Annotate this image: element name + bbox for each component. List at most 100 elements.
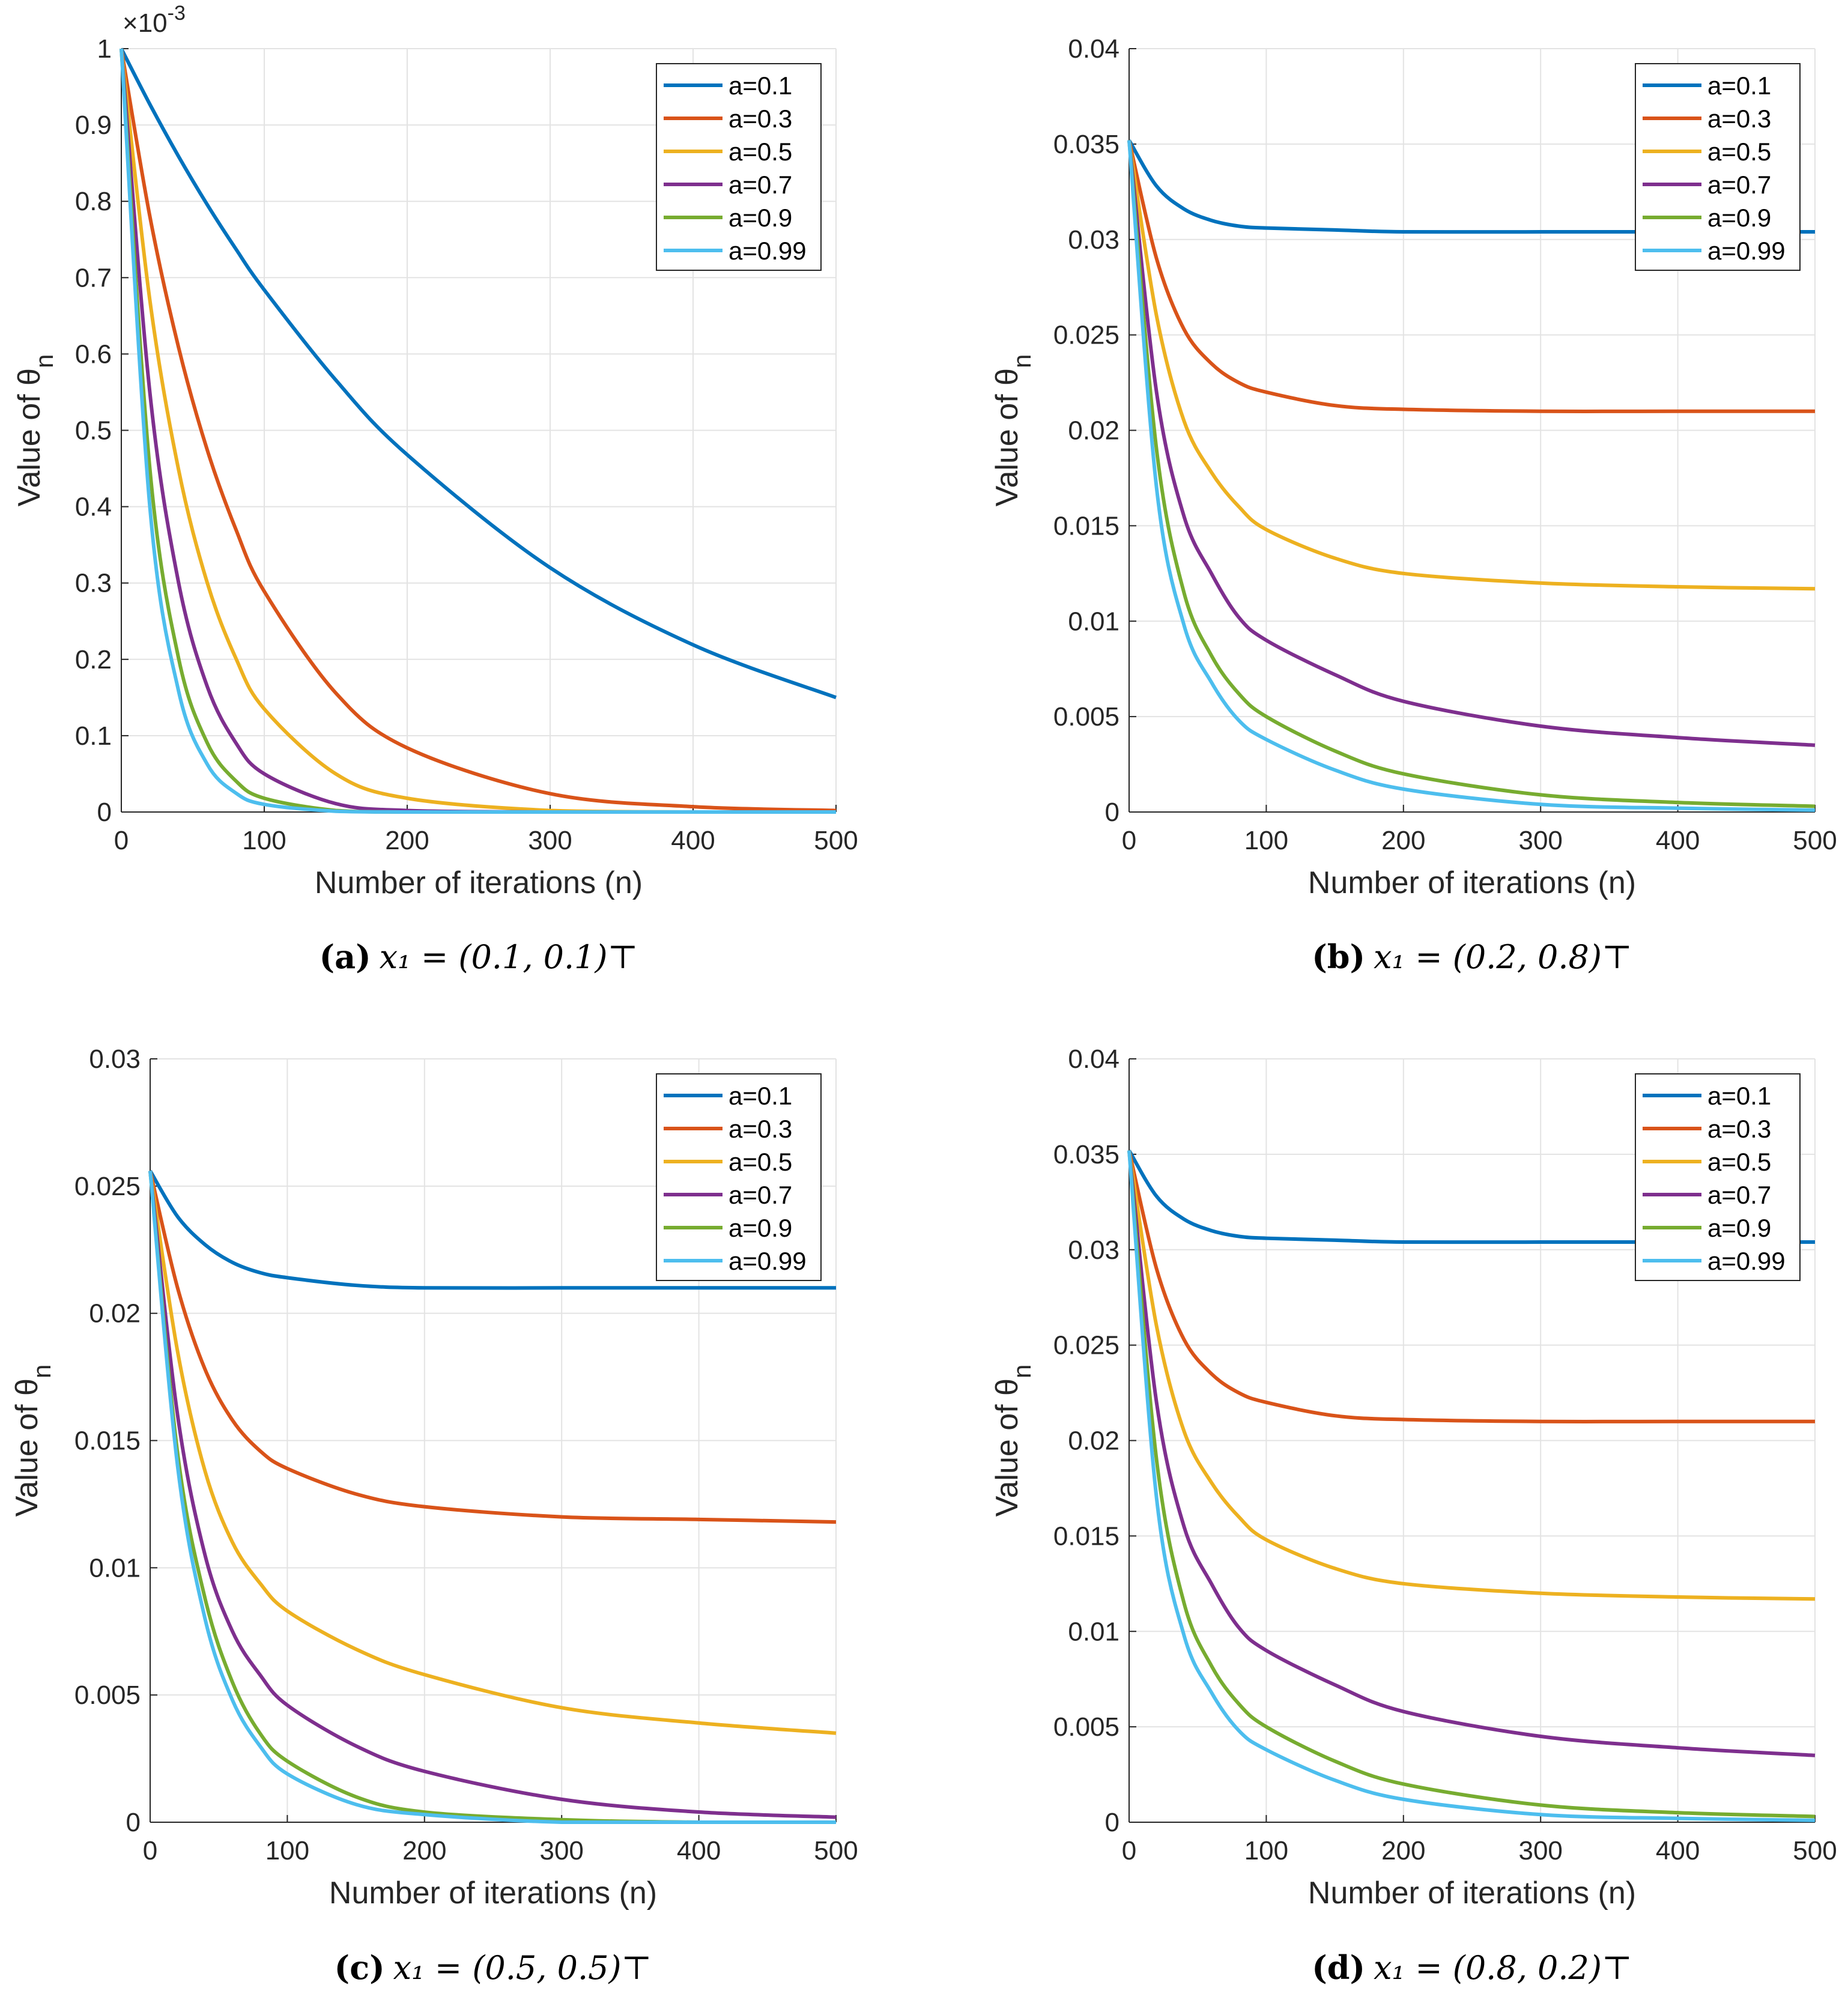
x-axis-label: Number of iterations (n) — [315, 865, 643, 900]
x-tick-label: 500 — [1793, 1836, 1837, 1865]
legend: a=0.1 a=0.3 a=0.5 a=0.7 a=0.9 a=0.99 — [1635, 1073, 1801, 1281]
legend-label: a=0.1 — [1707, 71, 1771, 100]
x-axis-label: Number of iterations (n) — [1308, 865, 1636, 900]
caption-label: (a) — [320, 938, 371, 976]
y-multiplier-label: ×10-3 — [123, 2, 186, 38]
legend-label: a=0.7 — [729, 1181, 792, 1209]
caption-text: x₁ = (0.5, 0.5)⊤ — [393, 1949, 652, 1987]
series-line-a-0-3 — [120, 48, 837, 813]
y-axis-label: Value of θn — [10, 1365, 56, 1517]
series-line-a-0-9 — [1127, 1150, 1816, 1819]
legend-label: a=0.1 — [729, 1082, 792, 1110]
y-tick-label: 1 — [97, 34, 112, 64]
y-tick-label: 0.025 — [74, 1172, 141, 1201]
y-tick-label: 0.025 — [1053, 1331, 1119, 1360]
legend-label: a=0.9 — [1707, 1214, 1771, 1242]
caption: (d) x₁ = (0.8, 0.2)⊤ — [1312, 1948, 1632, 1987]
y-multiplier-exponent: -3 — [168, 2, 186, 25]
legend-label: a=0.7 — [1707, 171, 1771, 199]
x-tick-label: 400 — [677, 1836, 721, 1865]
legend-label: a=0.7 — [729, 171, 792, 199]
y-tick-label: 0.6 — [75, 339, 112, 369]
series-line-a-0-7 — [1127, 1150, 1816, 1757]
x-tick-label: 0 — [114, 826, 129, 855]
y-tick-label: 0.015 — [1053, 1521, 1119, 1551]
y-tick-label: 0.025 — [1053, 321, 1119, 350]
legend-label: a=0.5 — [1707, 138, 1771, 166]
x-tick-label: 0 — [143, 1836, 157, 1865]
caption-label: (c) — [335, 1948, 385, 1987]
y-tick-label: 0.01 — [89, 1553, 141, 1583]
y-tick-label: 0.2 — [75, 645, 112, 674]
y-tick-label: 0 — [1105, 798, 1119, 827]
y-tick-label: 0.03 — [1068, 225, 1119, 255]
y-axis-label: Value of θn — [12, 354, 58, 507]
series-line-a-0-1 — [120, 47, 837, 700]
series-line-a-0-5 — [1127, 140, 1816, 591]
y-tick-label: 0 — [1105, 1808, 1119, 1837]
x-tick-label: 100 — [242, 826, 286, 855]
y-axis-label-subscript: n — [1008, 1365, 1036, 1378]
x-tick-label: 100 — [265, 1836, 309, 1865]
series-line-a-0-99 — [148, 1171, 836, 1824]
chart-panel-c: 0 100 200 300 400 500 0 0.005 0.01 0.015 0.02 0.025… — [10, 1044, 858, 1987]
y-tick-label: 0 — [126, 1808, 141, 1837]
series-line-a-0-9 — [1127, 140, 1816, 808]
x-tick-label: 200 — [1381, 826, 1425, 855]
legend-label: a=0.3 — [1707, 105, 1771, 133]
y-tick-label: 0.9 — [75, 111, 112, 140]
y-tick-label: 0.01 — [1068, 1617, 1119, 1646]
series-line-a-0-1 — [148, 1169, 836, 1290]
legend-label: a=0.3 — [729, 1115, 792, 1143]
x-tick-label: 300 — [528, 826, 572, 855]
legend-box — [1635, 63, 1801, 271]
y-tick-label: 0.005 — [74, 1680, 141, 1710]
legend-label: a=0.5 — [729, 138, 792, 166]
legend-label: a=0.1 — [1707, 1082, 1771, 1110]
x-tick-label: 300 — [1518, 1836, 1562, 1865]
legend-label: a=0.5 — [729, 1148, 792, 1176]
series-line-a-0-3 — [1127, 1150, 1815, 1423]
x-tick-label: 300 — [539, 1836, 583, 1865]
y-tick-label: 0.035 — [1053, 130, 1119, 159]
legend: a=0.1 a=0.3 a=0.5 a=0.7 a=0.9 a=0.99 — [1635, 63, 1801, 271]
caption-text: x₁ = (0.1, 0.1)⊤ — [380, 938, 638, 976]
chart-panel-b: 0 100 200 300 400 500 0 0.005 0.01 0.015 0.02 0.025… — [990, 34, 1837, 976]
legend-label: a=0.99 — [729, 1247, 807, 1275]
y-axis-label: Value of θn — [990, 354, 1036, 507]
legend: a=0.1 a=0.3 a=0.5 a=0.7 a=0.9 a=0.99 — [656, 63, 822, 271]
x-tick-label: 500 — [1793, 826, 1837, 855]
y-tick-label: 0.4 — [75, 492, 112, 522]
legend-label: a=0.9 — [729, 204, 792, 232]
series-line-a-0-7 — [1127, 140, 1816, 747]
x-tick-label: 200 — [402, 1836, 446, 1865]
y-tick-label: 0.005 — [1053, 1712, 1119, 1742]
legend: a=0.1 a=0.3 a=0.5 a=0.7 a=0.9 a=0.99 — [656, 1073, 822, 1281]
legend-label: a=0.99 — [729, 237, 807, 265]
x-tick-label: 400 — [671, 826, 715, 855]
caption: (b) x₁ = (0.2, 0.8)⊤ — [1312, 938, 1632, 976]
y-tick-label: 0.02 — [89, 1299, 141, 1329]
y-tick-label: 0.5 — [75, 416, 112, 446]
x-tick-label: 0 — [1122, 826, 1136, 855]
caption-label: (d) — [1312, 1948, 1365, 1987]
x-tick-label: 500 — [814, 826, 858, 855]
x-axis-label: Number of iterations (n) — [329, 1876, 657, 1911]
y-axis-label-subscript: n — [30, 354, 58, 368]
y-axis-label-subscript: n — [28, 1365, 56, 1378]
x-tick-label: 200 — [1381, 1836, 1425, 1865]
series-line-a-0-99 — [120, 48, 836, 814]
series-line-a-0-3 — [1127, 139, 1815, 413]
y-tick-label: 0.02 — [1068, 416, 1119, 446]
y-axis-label-subscript: n — [1008, 354, 1036, 368]
legend-label: a=0.9 — [1707, 204, 1771, 232]
y-tick-label: 0.3 — [75, 569, 112, 598]
x-tick-label: 100 — [1244, 1836, 1288, 1865]
y-tick-label: 0.8 — [75, 187, 112, 216]
x-tick-label: 200 — [385, 826, 429, 855]
legend-label: a=0.1 — [729, 71, 792, 100]
y-tick-label: 0.03 — [1068, 1235, 1119, 1265]
y-axis-label-text: Value of θ — [990, 1378, 1025, 1517]
y-axis-label: Value of θn — [990, 1365, 1036, 1517]
